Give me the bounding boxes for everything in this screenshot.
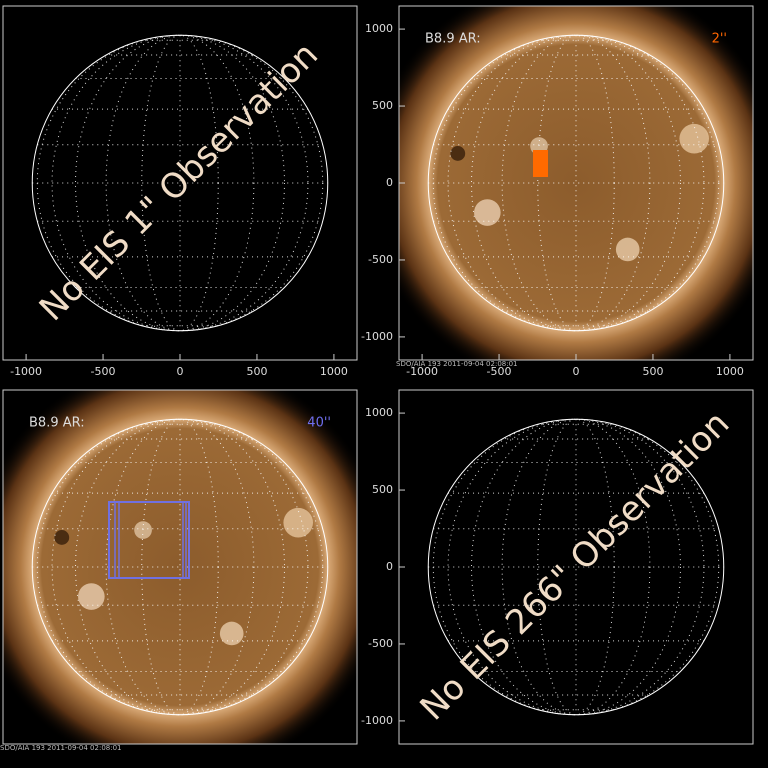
footer: SDO/AIA 193 2011-09-04 02:08:01 [0,744,122,752]
x-tick-label: 500 [246,365,267,378]
y-tick-label: -500 [368,253,393,266]
meridian-line [36,418,324,716]
meridian-line [537,34,615,332]
limb [427,418,725,716]
meridian-line [141,34,219,332]
limb [427,34,725,332]
x-tick-label: -500 [487,365,512,378]
y-tick-label: 0 [386,176,393,189]
active-region [219,621,244,646]
active-region [450,146,466,161]
panel: B8.9 AR: 40'' [3,390,357,744]
meridian-line [141,418,219,716]
sun-image [399,6,753,360]
footer: SDO/AIA 193 2011-09-04 02:08:01 [396,360,518,368]
meridian-line [501,34,651,332]
x-tick-label: 500 [642,365,663,378]
y-tick-label: 1000 [365,22,393,35]
x-tick-label: -1000 [10,365,42,378]
panel-title: B8.9 AR: [425,32,481,47]
y-tick-label: 500 [372,483,393,496]
slit-box [533,150,548,177]
active-region [54,530,70,545]
limb [31,34,329,332]
panel-title: B8.9 AR: [29,416,85,431]
active-region [134,521,152,539]
meridian-line [471,34,681,332]
meridian-line [75,34,285,332]
y-tick-label: -1000 [361,330,393,343]
meridian-line [36,34,324,332]
x-tick-label: 0 [177,365,184,378]
x-tick-label: -500 [91,365,116,378]
raster-box [108,501,190,579]
limb [31,418,329,716]
y-tick-label: 0 [386,560,393,573]
active-region [474,199,501,226]
x-tick-label: 0 [573,365,580,378]
slit-width: 2'' [712,32,727,47]
sun-image [3,390,357,744]
meridian-line [432,34,720,332]
y-tick-label: 500 [372,99,393,112]
slit-width: 40'' [307,416,331,431]
meridian-line [471,418,681,716]
y-tick-label: -1000 [361,714,393,727]
active-region [679,123,709,154]
x-tick-label: -1000 [406,365,438,378]
meridian-line [105,34,255,332]
y-tick-label: -500 [368,637,393,650]
active-region [615,237,640,262]
y-tick-label: 1000 [365,406,393,419]
active-region [78,583,105,610]
panel: B8.9 AR: 2'' [399,6,753,360]
active-region [283,507,313,538]
meridian-line [537,418,615,716]
meridian-line [75,418,285,716]
meridian-line [501,418,651,716]
frame [2,389,358,745]
meridian-line [432,418,720,716]
x-tick-label: 1000 [716,365,744,378]
x-tick-label: 1000 [320,365,348,378]
meridian-line [105,418,255,716]
